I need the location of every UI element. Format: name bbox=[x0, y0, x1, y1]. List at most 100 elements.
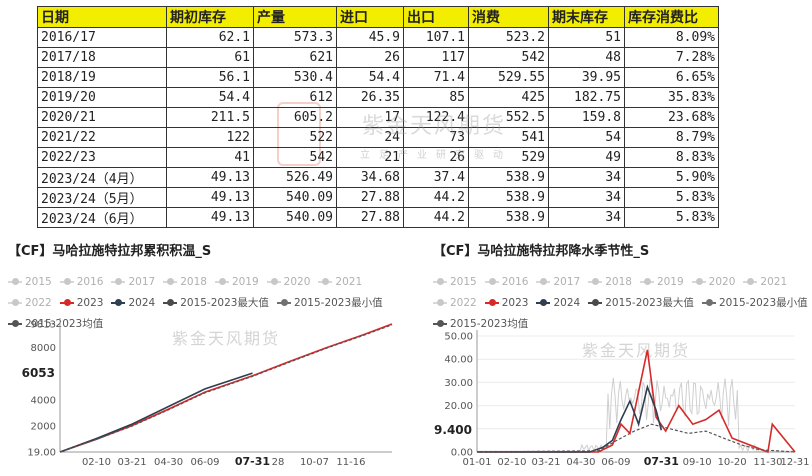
legend-label: 2018 bbox=[180, 275, 207, 288]
legend-item[interactable]: 2024 bbox=[111, 297, 155, 309]
legend-item[interactable]: 2015-2023最小值 bbox=[276, 295, 383, 310]
table-cell: 211.5 bbox=[166, 107, 254, 128]
legend-item[interactable]: 2015 bbox=[433, 276, 477, 288]
current-value-label: 9.400 bbox=[434, 423, 472, 437]
legend-swatch-icon bbox=[318, 277, 333, 285]
table-cell: 612 bbox=[253, 87, 337, 108]
table-cell: 122.4 bbox=[403, 107, 469, 128]
table-header-row: 日期 期初库存 产量 进口 出口 消费 期末库存 库存消费比 bbox=[37, 6, 719, 28]
rainfall-seasonality-chart-panel: 【CF】马哈拉施特拉邦降水季节性_S 2015 2016 2017 2018 2019 2… bbox=[433, 240, 812, 476]
legend-item[interactable]: 2023 bbox=[484, 296, 529, 309]
legend-item[interactable]: 2015-2023最大值 bbox=[588, 295, 694, 310]
x-tick-label: 10-07 bbox=[300, 457, 329, 468]
legend-item[interactable]: 2016 bbox=[484, 276, 528, 288]
chart-watermark: 紫金天风期货 bbox=[172, 329, 280, 348]
legend-swatch-icon bbox=[8, 319, 22, 327]
table-cell: 54.4 bbox=[336, 67, 404, 88]
table-cell: 8.09% bbox=[624, 27, 719, 48]
table-cell: 538.9 bbox=[468, 187, 549, 208]
table-cell: 17 bbox=[336, 107, 404, 128]
legend-item[interactable]: 2015-2023均值 bbox=[433, 316, 528, 331]
table-cell: 24 bbox=[336, 127, 404, 148]
legend-row: 2022 2023 2024 2015-2023最大值 2015-2023最小值 bbox=[8, 292, 391, 313]
table-cell: 44.2 bbox=[403, 207, 469, 228]
table-cell: 39.95 bbox=[548, 67, 625, 88]
legend-item[interactable]: 2023 bbox=[59, 296, 104, 309]
legend-swatch-icon bbox=[266, 277, 281, 285]
table-cell: 49.13 bbox=[166, 167, 254, 188]
table-cell: 541 bbox=[468, 127, 549, 148]
table-cell: 529.55 bbox=[468, 67, 549, 88]
balance-sheet-table: 日期 期初库存 产量 进口 出口 消费 期末库存 库存消费比 2016/17 62… bbox=[37, 6, 719, 228]
table-cell: 34 bbox=[548, 167, 625, 188]
legend-swatch-icon bbox=[639, 277, 654, 285]
legend-item[interactable]: 2019 bbox=[639, 276, 684, 288]
legend-item[interactable]: 2017 bbox=[536, 276, 580, 288]
y-tick-label: 0.00 bbox=[451, 448, 473, 459]
table-cell: 62.1 bbox=[166, 27, 254, 48]
table-cell: 49.13 bbox=[166, 187, 254, 208]
header-ending-stock: 期末库存 bbox=[548, 6, 625, 28]
legend-item[interactable]: 2015-2023最大值 bbox=[163, 295, 269, 310]
x-tick-label: 06-09 bbox=[601, 457, 630, 468]
legend-item[interactable]: 2020 bbox=[266, 276, 310, 288]
table-row: 2023/24（4月） 49.13 526.49 34.68 37.4 538.9 34 5.… bbox=[37, 167, 719, 188]
legend-swatch-icon bbox=[588, 277, 603, 285]
legend-item[interactable]: 2017 bbox=[111, 276, 155, 288]
header-date: 日期 bbox=[37, 6, 167, 28]
line-chart: 紫金天风期货19.002000400060008000981302-1003-2… bbox=[16, 318, 393, 468]
table-cell: 540.09 bbox=[253, 207, 337, 228]
legend-swatch-icon bbox=[59, 277, 74, 285]
x-tick-label: 07-31 bbox=[644, 455, 679, 468]
legend-label: 2023 bbox=[76, 296, 104, 309]
legend-item[interactable]: 2022 bbox=[433, 297, 477, 309]
legend-item[interactable]: 2021 bbox=[743, 276, 787, 288]
table-cell: 122 bbox=[166, 127, 254, 148]
table-cell: 34.68 bbox=[336, 167, 404, 188]
table-cell: 5.83% bbox=[624, 187, 719, 208]
table-cell-date: 2016/17 bbox=[37, 27, 167, 48]
legend-label: 2023 bbox=[501, 296, 529, 309]
table-cell: 573.3 bbox=[253, 27, 337, 48]
legend-item[interactable]: 2015-2023均值 bbox=[8, 316, 103, 331]
y-tick-label: 9813 bbox=[31, 320, 56, 331]
legend-swatch-icon bbox=[214, 277, 229, 285]
legend-swatch-icon bbox=[691, 277, 706, 285]
header-stock-to-use: 库存消费比 bbox=[624, 6, 719, 28]
header-import: 进口 bbox=[336, 6, 404, 28]
legend-swatch-icon bbox=[701, 298, 716, 306]
legend-item[interactable]: 2015 bbox=[8, 276, 52, 288]
legend-label: 2017 bbox=[128, 275, 156, 288]
legend-item[interactable]: 2018 bbox=[163, 276, 207, 288]
table-cell: 522 bbox=[253, 127, 337, 148]
table-cell: 530.4 bbox=[253, 67, 337, 88]
chart-title: 【CF】马哈拉施特拉邦累积积温_S bbox=[8, 244, 212, 259]
table-row: 2023/24（6月） 49.13 540.09 27.88 44.2 538.9 34 5.… bbox=[37, 207, 719, 228]
legend-item[interactable]: 2018 bbox=[588, 276, 632, 288]
legend-label: 2022 bbox=[450, 296, 477, 309]
legend-item[interactable]: 2021 bbox=[318, 276, 362, 288]
table-cell: 54.4 bbox=[166, 87, 254, 108]
x-tick-label: 09-10 bbox=[683, 457, 712, 468]
table-cell: 26 bbox=[336, 47, 404, 68]
cumulative-heat-chart-panel: 【CF】马哈拉施特拉邦累积积温_S 2015 2016 2017 2018 2019 20… bbox=[8, 240, 410, 476]
table-cell: 159.8 bbox=[548, 107, 625, 128]
legend-swatch-icon bbox=[163, 298, 178, 306]
legend-swatch-icon bbox=[484, 277, 499, 285]
legend-item[interactable]: 2024 bbox=[536, 297, 580, 309]
table-cell: 34 bbox=[548, 187, 625, 208]
table-cell: 26 bbox=[403, 147, 469, 168]
legend-item[interactable]: 2022 bbox=[8, 297, 52, 309]
legend-item[interactable]: 2019 bbox=[214, 276, 259, 288]
table-cell: 21 bbox=[336, 147, 404, 168]
legend-label: 2017 bbox=[553, 275, 581, 288]
table-cell: 107.1 bbox=[403, 27, 469, 48]
legend-item[interactable]: 2020 bbox=[691, 276, 735, 288]
table-cell-date: 2022/23 bbox=[37, 147, 167, 168]
legend-label: 2024 bbox=[553, 296, 581, 309]
table-cell: 73 bbox=[403, 127, 469, 148]
legend-item[interactable]: 2015-2023最小值 bbox=[701, 295, 808, 310]
table-cell: 37.4 bbox=[403, 167, 469, 188]
legend-item[interactable]: 2016 bbox=[59, 276, 103, 288]
x-tick-label: 01-01 bbox=[462, 457, 491, 468]
